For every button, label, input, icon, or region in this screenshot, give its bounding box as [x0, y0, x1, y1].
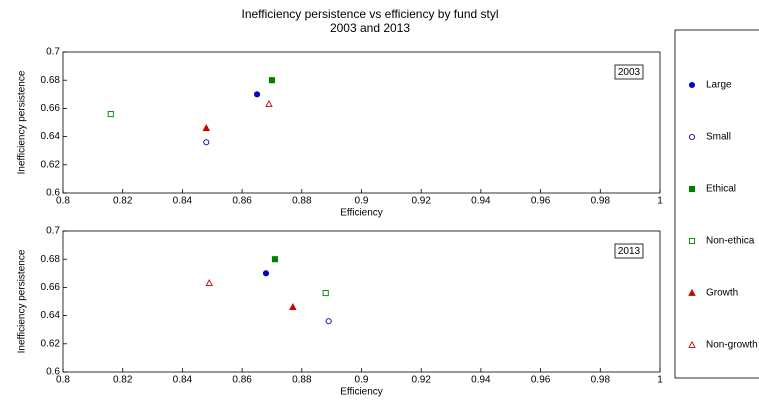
marker [268, 77, 276, 84]
x-tick-label: 0.92 [411, 375, 431, 386]
marker [265, 100, 273, 108]
x-tick-label: 0.82 [113, 375, 133, 386]
chart-subtitle: 2003 and 2013 [330, 21, 410, 35]
x-tick-label: 0.86 [232, 375, 252, 386]
annotation-box [614, 243, 644, 259]
x-axis-label: Efficiency [340, 387, 383, 398]
y-tick-label: 0.66 [41, 103, 61, 114]
legend-label: Large [706, 80, 732, 91]
chart-title: Inefficiency persistence vs efficiency b… [241, 7, 498, 21]
legend-label: Ethical [706, 184, 736, 195]
legend-marker [688, 185, 696, 193]
x-tick-label: 0.8 [56, 196, 70, 207]
annotation: 2003 [618, 67, 641, 78]
x-tick-label: 0.94 [471, 196, 491, 207]
x-tick-label: 0.98 [591, 196, 611, 207]
marker [205, 279, 214, 287]
y-tick-label: 0.7 [46, 47, 60, 58]
y-tick-label: 0.6 [46, 188, 60, 199]
legend-box [674, 29, 759, 379]
x-tick-label: 0.98 [591, 375, 611, 386]
legend-marker [688, 133, 696, 141]
x-tick-label: 0.92 [411, 196, 431, 207]
x-tick-label: 0.96 [531, 196, 551, 207]
legend-label: Non-growth [706, 340, 758, 351]
legend-marker [688, 288, 696, 296]
y-tick-label: 0.64 [41, 131, 61, 142]
marker [289, 302, 297, 310]
y-axis-label: Inefficiency persistence [17, 249, 28, 353]
marker [202, 123, 211, 131]
y-tick-label: 0.6 [46, 367, 60, 378]
x-tick-label: 0.94 [471, 375, 491, 386]
y-tick-label: 0.68 [41, 254, 61, 265]
annotation: 2013 [618, 246, 641, 257]
y-tick-label: 0.62 [41, 159, 61, 170]
x-tick-label: 0.86 [232, 196, 252, 207]
x-tick-label: 1 [657, 375, 663, 386]
x-tick-label: 0.84 [173, 196, 193, 207]
marker [253, 91, 261, 98]
legend-label: Small [706, 132, 731, 143]
x-tick-label: 0.84 [173, 375, 193, 386]
y-tick-label: 0.68 [41, 75, 61, 86]
y-tick-label: 0.66 [41, 282, 61, 293]
x-tick-label: 0.96 [531, 375, 551, 386]
y-tick-label: 0.7 [46, 226, 60, 237]
y-axis-label: Inefficiency persistence [17, 70, 28, 174]
x-axis-label: Efficiency [340, 208, 383, 219]
marker [322, 289, 329, 297]
legend-marker [688, 237, 696, 245]
x-tick-label: 0.8 [56, 375, 70, 386]
legend-label: Growth [706, 288, 738, 299]
legend-marker [688, 340, 696, 348]
x-tick-label: 0.88 [292, 375, 312, 386]
legend-marker [688, 81, 696, 89]
marker [107, 110, 114, 118]
y-tick-label: 0.64 [41, 310, 61, 321]
marker [325, 318, 332, 325]
x-tick-label: 1 [657, 196, 663, 207]
x-tick-label: 0.82 [113, 196, 133, 207]
marker [262, 270, 270, 277]
x-tick-label: 0.9 [355, 375, 369, 386]
x-tick-label: 0.88 [292, 196, 312, 207]
annotation-box [614, 64, 644, 80]
x-tick-label: 0.9 [355, 196, 369, 207]
y-tick-label: 0.62 [41, 338, 61, 349]
marker [271, 256, 278, 263]
marker [203, 139, 210, 146]
legend-label: Non-ethica [706, 236, 755, 247]
